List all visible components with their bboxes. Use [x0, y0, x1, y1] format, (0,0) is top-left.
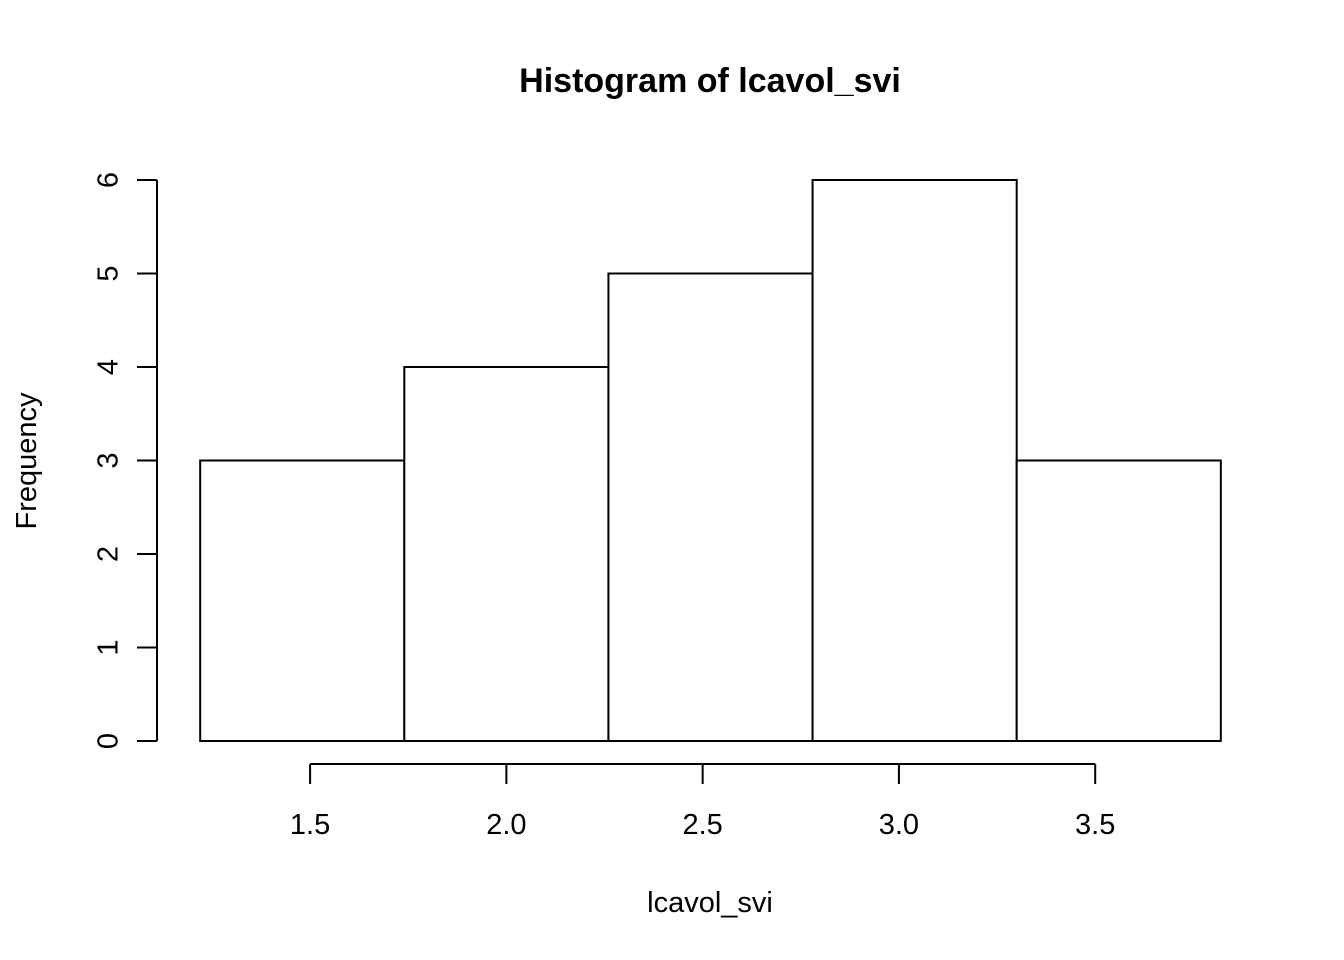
x-axis-label: lcavol_svi — [647, 887, 773, 919]
bars-group — [199, 179, 1222, 742]
histogram-bar-3 — [607, 272, 814, 742]
y-axis: 0 1 2 3 4 5 6 — [93, 172, 158, 749]
y-tick-label: 6 — [93, 172, 125, 188]
x-tick-label: 3.0 — [879, 809, 919, 841]
y-tick-label: 2 — [93, 546, 125, 562]
x-tick-label: 2.5 — [682, 809, 722, 841]
y-tick-label: 0 — [93, 733, 125, 749]
y-axis-label: Frequency — [11, 392, 43, 530]
y-tick-label: 5 — [93, 265, 125, 281]
x-tick-label: 3.5 — [1075, 809, 1115, 841]
histogram-bar-4 — [811, 179, 1018, 742]
y-tick-label: 3 — [93, 452, 125, 468]
x-tick-label: 1.5 — [290, 809, 330, 841]
y-tick-label: 1 — [93, 639, 125, 655]
x-axis: 1.5 2.0 2.5 3.0 3.5 — [290, 763, 1115, 841]
y-tick-label: 4 — [93, 359, 125, 375]
chart-title: Histogram of lcavol_svi — [519, 62, 901, 100]
x-tick-label: 2.0 — [486, 809, 526, 841]
histogram-bar-5 — [1015, 459, 1222, 742]
histogram-bar-2 — [403, 366, 610, 742]
histogram-bar-1 — [199, 459, 406, 742]
